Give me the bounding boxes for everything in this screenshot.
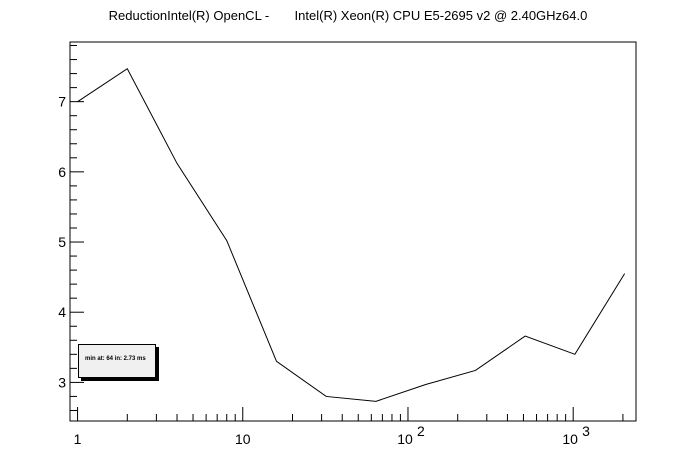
y-tick-label: 7 — [58, 94, 66, 110]
plot-frame — [69, 41, 637, 422]
y-tick-label: 6 — [58, 164, 66, 180]
x-tick-label: 10 — [562, 431, 578, 447]
legend-box: min at: 64 in: 2.73 ms — [78, 344, 156, 378]
x-tick-label: 1 — [74, 431, 82, 447]
y-tick-label: 3 — [58, 374, 66, 390]
x-tick-label: 10 — [235, 431, 251, 447]
x-tick-exponent: 3 — [582, 423, 590, 439]
chart-title: ReductionIntel(R) OpenCL - Intel(R) Xeon… — [108, 8, 588, 23]
legend-text: min at: 64 in: 2.73 ms — [85, 356, 146, 362]
y-tick-label: 5 — [58, 234, 66, 250]
series-line — [77, 67, 626, 402]
y-tick-label: 4 — [58, 304, 66, 320]
x-tick-label: 10 — [397, 431, 413, 447]
x-tick-exponent: 2 — [417, 423, 425, 439]
